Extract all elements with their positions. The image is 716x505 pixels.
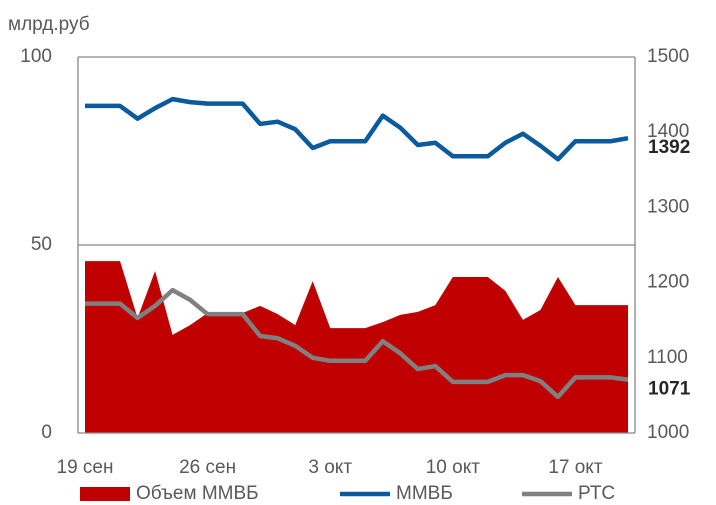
line bbox=[85, 287, 629, 400]
y-tick-label: 100 bbox=[20, 46, 52, 67]
legend-label: Объем ММВБ bbox=[136, 483, 259, 504]
y-tick-label: 50 bbox=[31, 234, 52, 255]
value-label: 1071 bbox=[648, 379, 691, 400]
x-tick-label: 10 окт bbox=[426, 457, 481, 478]
x-tick-label: 3 окт bbox=[308, 457, 352, 478]
y2-tick-label: 1500 bbox=[647, 46, 689, 67]
area bbox=[85, 261, 628, 433]
value-label: 1392 bbox=[648, 137, 690, 158]
legend-label: ММВБ bbox=[396, 483, 453, 504]
y-tick-label: 0 bbox=[41, 422, 52, 443]
x-tick-label: 17 окт bbox=[548, 457, 603, 478]
line bbox=[85, 96, 629, 162]
x-tick-label: 19 сен bbox=[57, 457, 114, 478]
legend-label: РТС bbox=[578, 483, 615, 504]
y2-tick-label: 1300 bbox=[647, 196, 689, 217]
y2-tick-label: 1100 bbox=[647, 347, 688, 368]
y2-tick-label: 1200 bbox=[647, 272, 689, 293]
y2-tick-label: 1400 bbox=[647, 121, 689, 142]
y-unit-label: млрд.руб bbox=[8, 14, 90, 35]
x-tick-label: 26 сен bbox=[179, 457, 236, 478]
legend-swatch bbox=[80, 487, 130, 501]
y2-tick-label: 1000 bbox=[647, 422, 689, 443]
